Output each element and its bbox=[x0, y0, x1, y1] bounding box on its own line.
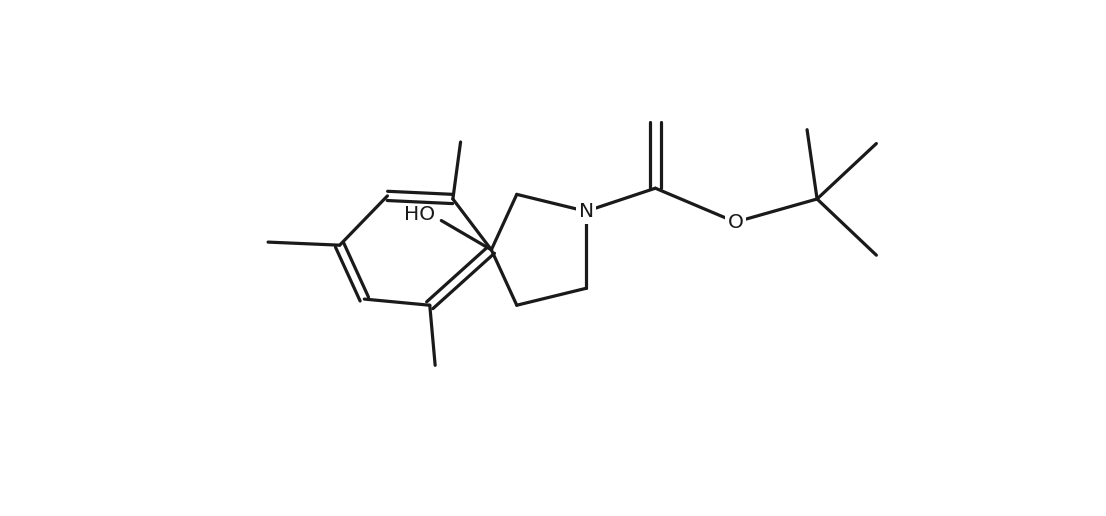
Text: N: N bbox=[578, 202, 594, 221]
Text: O: O bbox=[728, 213, 743, 232]
Text: HO: HO bbox=[404, 205, 435, 224]
